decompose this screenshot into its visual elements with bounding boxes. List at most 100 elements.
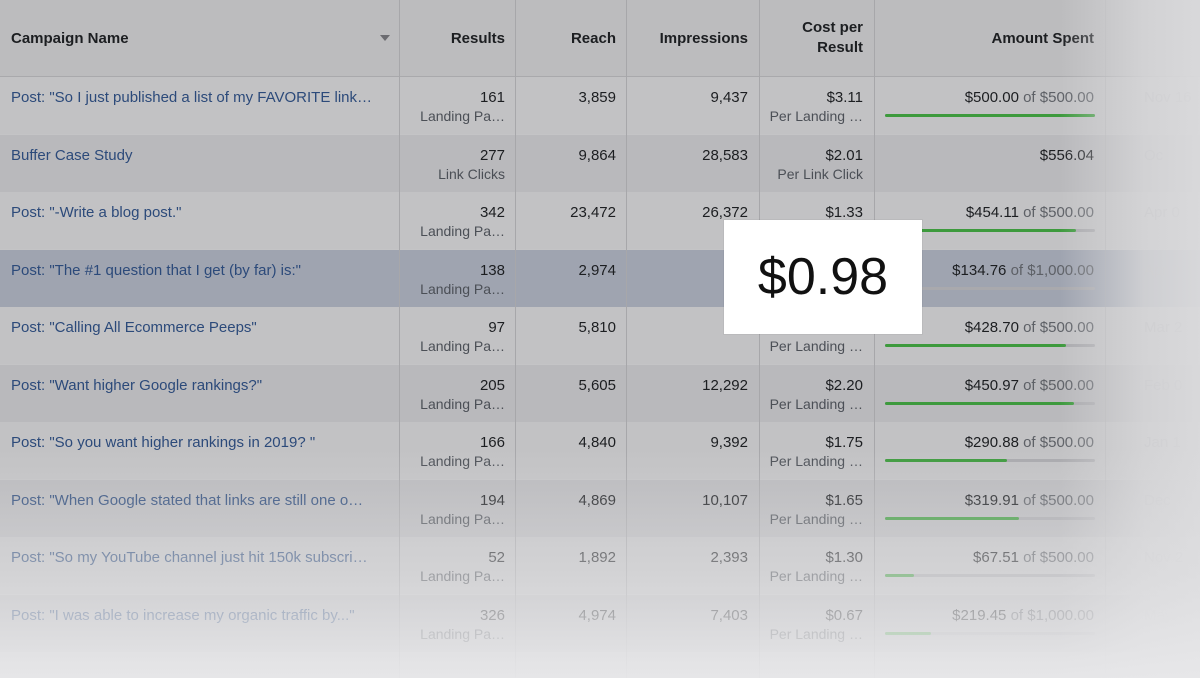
result-type: Link Clicks: [438, 165, 505, 182]
budget-progress-fill: [885, 631, 931, 635]
cost-type: Per Link Click: [777, 165, 863, 182]
column-divider: [515, 0, 516, 678]
column-divider: [399, 0, 400, 678]
campaign-name-link[interactable]: Post: "-Write a blog post.": [11, 204, 182, 221]
table-header: Campaign Name Results Reach Impressions …: [0, 0, 1200, 77]
reach-value: 5,605: [578, 376, 616, 394]
results-value: 161: [479, 89, 505, 106]
chevron-down-icon[interactable]: [380, 35, 390, 41]
budget-progress-fill: [885, 114, 1095, 117]
column-header-impressions[interactable]: Impressions: [627, 0, 748, 76]
table-row[interactable]: Post: "Calling All Ecommerce Peeps" 97 Lan…: [0, 307, 1200, 364]
budget-progress-bar: [885, 114, 1095, 117]
column-divider: [874, 0, 875, 678]
cost-type: Per Landing …: [769, 108, 863, 124]
cost-value: $1.33: [825, 204, 863, 221]
results-value: 326: [479, 606, 505, 624]
campaign-name-link[interactable]: Post: "I was able to increase my organic…: [11, 606, 355, 624]
table-row[interactable]: Post: "When Google stated that links are…: [0, 479, 1200, 537]
amount-spent: $67.51 of $500.00: [973, 549, 1094, 566]
cost-type: Per Landing …: [769, 338, 863, 354]
table-row[interactable]: Post: "So my YouTube channel just hit 15…: [0, 537, 1200, 594]
column-header-label: Cost per: [802, 19, 863, 36]
budget-value: of $500.00: [1023, 204, 1094, 221]
campaign-name-link[interactable]: Post: "Want higher Google rankings?": [11, 376, 263, 394]
schedule-date: Oc: [1144, 146, 1164, 164]
result-type: Landing Pa…: [420, 108, 505, 124]
column-header-amount-spent[interactable]: Amount Spent: [875, 0, 1095, 76]
reach-value: 2,974: [578, 261, 616, 279]
result-type: Landing Pa…: [420, 338, 505, 354]
reach-value: 4,869: [578, 491, 616, 509]
budget-value: of $1,000.00: [1010, 606, 1094, 624]
result-type: Landing Pa…: [420, 395, 505, 412]
campaign-name-link[interactable]: Post: "So my YouTube channel just hit 15…: [11, 549, 368, 566]
column-header-results[interactable]: Results: [400, 0, 505, 76]
budget-value: of $500.00: [1023, 491, 1094, 509]
budget-progress-bar: [885, 459, 1095, 462]
cost-value: $1.30: [825, 549, 863, 566]
reach-value: 9,864: [578, 146, 616, 164]
cost-type: Per Landing …: [769, 453, 863, 469]
table-row[interactable]: Post: "So you want higher rankings in 20…: [0, 422, 1200, 479]
result-type: Landing Pa…: [420, 510, 505, 527]
amount-spent-value: $556.04: [1039, 146, 1094, 164]
budget-value: of $500.00: [1023, 319, 1094, 336]
amount-spent: $450.97 of $500.00: [965, 377, 1094, 394]
amount-spent-value: $450.97: [964, 376, 1019, 394]
column-divider: [759, 0, 760, 678]
cost-type: Per Landing …: [769, 568, 863, 584]
campaign-name-link[interactable]: Post: "Calling All Ecommerce Peeps": [11, 319, 257, 336]
reach-value: 4,974: [578, 606, 616, 624]
reach-value: 5,810: [578, 319, 616, 336]
result-type: Landing Pa…: [420, 223, 505, 239]
column-header-campaign-name[interactable]: Campaign Name: [0, 0, 400, 76]
cost-value: $2.20: [825, 376, 863, 394]
campaign-name-link[interactable]: Post: "So I just published a list of my …: [11, 89, 373, 106]
schedule-date: Nov 16: [1144, 89, 1192, 106]
amount-spent-value: $67.51: [973, 549, 1019, 566]
campaign-name-link[interactable]: Post: "The #1 question that I get (by fa…: [11, 261, 301, 279]
table-row[interactable]: Post: "-Write a blog post." 342 Landing Pa…: [0, 192, 1200, 249]
table-row[interactable]: Post: "Want higher Google rankings?" 205 L…: [0, 364, 1200, 422]
table-row[interactable]: Post: "I was able to increase my organic…: [0, 594, 1200, 652]
campaign-name-link[interactable]: Post: "When Google stated that links are…: [11, 491, 364, 509]
column-header-cost-per-result[interactable]: Cost per Result: [760, 0, 863, 76]
budget-value: of $500.00: [1023, 376, 1094, 394]
amount-spent-value: $134.76: [952, 261, 1007, 279]
table-row[interactable]: Buffer Case Study 277 Link Clicks 9,864 28,5…: [0, 134, 1200, 192]
impressions-value: 26,372: [702, 204, 748, 221]
impressions-value: 12,292: [702, 376, 748, 394]
result-type: Landing Pa…: [420, 568, 505, 584]
column-header-label: Impressions: [659, 29, 748, 47]
budget-value: of $500.00: [1023, 434, 1094, 451]
schedule-date: Apr 0: [1144, 204, 1180, 221]
cost-value: $2.01: [825, 146, 863, 164]
amount-spent: $500.00 of $500.00: [965, 89, 1094, 106]
amount-spent: $428.70 of $500.00: [965, 319, 1094, 336]
table-row[interactable]: Post: "The #1 question that I get (by fa…: [0, 249, 1200, 307]
cost-value: $0.67: [825, 606, 863, 624]
reach-value: 1,892: [578, 549, 616, 566]
column-header-label: Results: [450, 29, 505, 47]
campaign-name-link[interactable]: Buffer Case Study: [11, 146, 133, 164]
campaign-name-link[interactable]: Post: "So you want higher rankings in 20…: [11, 434, 316, 451]
budget-progress-bar: [885, 401, 1095, 405]
schedule-date: Mar 2: [1144, 319, 1183, 336]
impressions-value: 2,393: [710, 549, 748, 566]
schedule-date: Feb 0: [1144, 376, 1183, 394]
schedule-date: Dec: [1144, 491, 1171, 509]
cost-callout: $0.98: [724, 220, 922, 334]
results-value: 97: [488, 319, 505, 336]
amount-spent: $319.91 of $500.00: [965, 492, 1094, 509]
column-header-reach[interactable]: Reach: [516, 0, 616, 76]
column-divider: [1105, 0, 1106, 678]
impressions-value: 7,403: [710, 606, 748, 624]
cost-type: Per Landing …: [769, 625, 863, 642]
cost-value: $3.11: [826, 89, 863, 106]
amount-spent: $290.88 of $500.00: [965, 434, 1094, 451]
impressions-value: 10,107: [702, 491, 748, 509]
table-row[interactable]: Post: "So I just published a list of my …: [0, 77, 1200, 134]
impressions-value: 28,583: [702, 146, 748, 164]
